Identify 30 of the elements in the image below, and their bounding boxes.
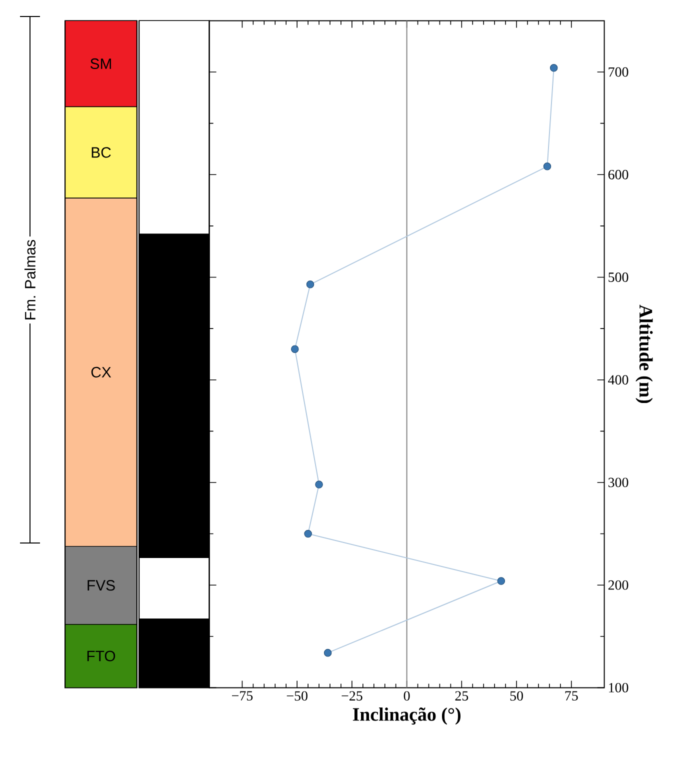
y-tick-label: 200 — [608, 580, 628, 590]
point — [290, 345, 299, 353]
x-tick-label: −25 — [342, 691, 362, 701]
y-tick-label: 500 — [608, 272, 628, 282]
y-tick-label: 700 — [608, 67, 628, 77]
series-label: SM — [90, 58, 111, 70]
point — [550, 64, 558, 72]
x-tick-label: −50 — [286, 691, 308, 701]
point — [304, 530, 312, 538]
x-tick-label: 50 — [510, 691, 523, 701]
series-label: FTO — [87, 650, 116, 662]
series-label: FVS — [88, 580, 115, 591]
x-tick-label: 75 — [565, 691, 578, 701]
series-label: CX — [91, 366, 112, 378]
point — [543, 162, 552, 170]
x-tick-label: 0 — [404, 691, 410, 701]
point — [315, 480, 323, 488]
x-tick-label: 25 — [455, 691, 468, 701]
y-tick-label: 400 — [608, 375, 628, 385]
y-tick-label: 100 — [609, 683, 628, 692]
point — [497, 577, 506, 585]
series-label: BC — [92, 147, 111, 158]
y-tick-label: 600 — [608, 170, 628, 180]
x-axis-title: Inclinação (°) — [352, 707, 460, 725]
y-axis-title: Altitude (m) — [636, 304, 653, 404]
text: Fm. Palmas — [24, 240, 36, 320]
point — [306, 280, 314, 288]
x-tick-label: −75 — [232, 691, 253, 701]
point — [324, 648, 332, 657]
y-tick-label: 300 — [608, 478, 628, 488]
